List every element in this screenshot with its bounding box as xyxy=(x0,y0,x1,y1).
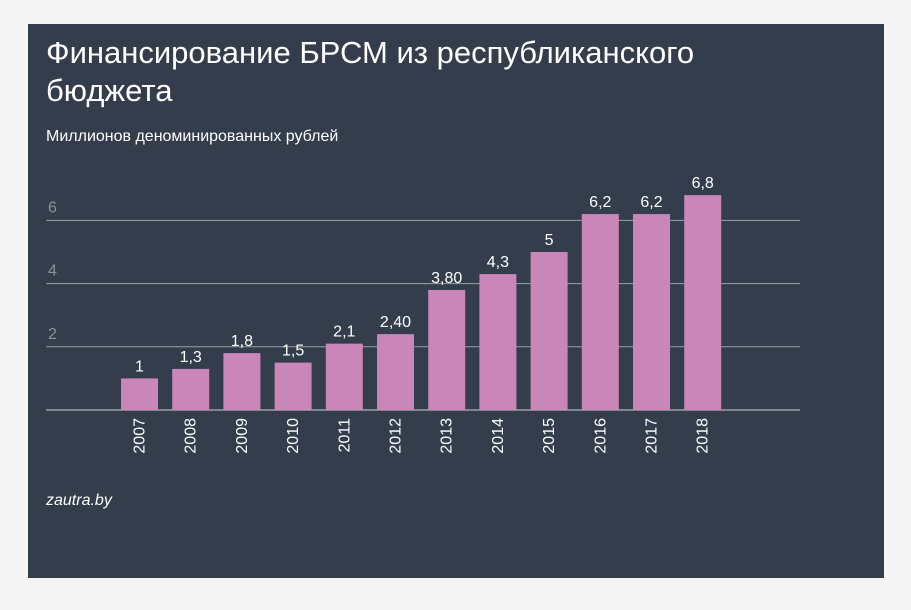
data-label: 1,5 xyxy=(282,343,304,360)
bar xyxy=(633,214,670,410)
x-tick-label: 2008 xyxy=(183,418,200,454)
x-tick-label: 2018 xyxy=(695,418,712,454)
x-tick-label: 2017 xyxy=(644,418,661,454)
data-label: 1 xyxy=(135,358,144,375)
bar xyxy=(428,289,466,410)
bar xyxy=(530,252,568,410)
data-label: 6,2 xyxy=(589,194,611,211)
x-tick-label: 2011 xyxy=(336,418,353,453)
bar xyxy=(121,378,158,410)
data-label: 2,1 xyxy=(333,324,355,341)
bar xyxy=(377,334,414,410)
x-tick-label: 2016 xyxy=(592,418,609,454)
y-tick-label: 2 xyxy=(48,326,57,343)
bar xyxy=(684,195,722,410)
x-tick-label: 2012 xyxy=(388,418,405,454)
bar-chart: 2 4 6 1 2007 1,3 2008 1,8 2009 1,5 2010 2,1 2011 2,40… xyxy=(46,175,800,454)
bar xyxy=(581,214,619,410)
data-label: 5 xyxy=(545,232,554,249)
source-credit: zautra.by xyxy=(46,492,112,509)
data-label: 2,40 xyxy=(380,314,411,331)
x-tick-label: 2015 xyxy=(541,418,558,454)
x-tick-label: 2013 xyxy=(439,418,456,454)
bar xyxy=(223,353,261,410)
x-tick-label: 2014 xyxy=(490,418,507,454)
y-tick-label: 6 xyxy=(48,199,57,216)
chart-card: Финансирование БРСМ из республиканского … xyxy=(28,24,884,578)
data-label: 1,3 xyxy=(180,349,202,366)
chart-subtitle: Миллионов деноминированных рублей xyxy=(46,128,339,145)
bar xyxy=(479,274,517,410)
data-label: 4,3 xyxy=(487,254,509,271)
data-label: 3,80 xyxy=(431,270,462,287)
bar xyxy=(274,362,312,410)
data-label: 1,8 xyxy=(231,333,253,350)
x-tick-label: 2009 xyxy=(234,418,251,454)
chart-title: Финансирование БРСМ из республиканского … xyxy=(46,35,695,108)
y-tick-label: 4 xyxy=(48,263,57,280)
x-tick-label: 2007 xyxy=(132,418,149,454)
bar xyxy=(325,343,363,410)
bar xyxy=(172,368,210,410)
x-tick-label: 2010 xyxy=(285,418,302,454)
data-label: 6,2 xyxy=(640,194,662,211)
data-label: 6,8 xyxy=(692,175,714,192)
